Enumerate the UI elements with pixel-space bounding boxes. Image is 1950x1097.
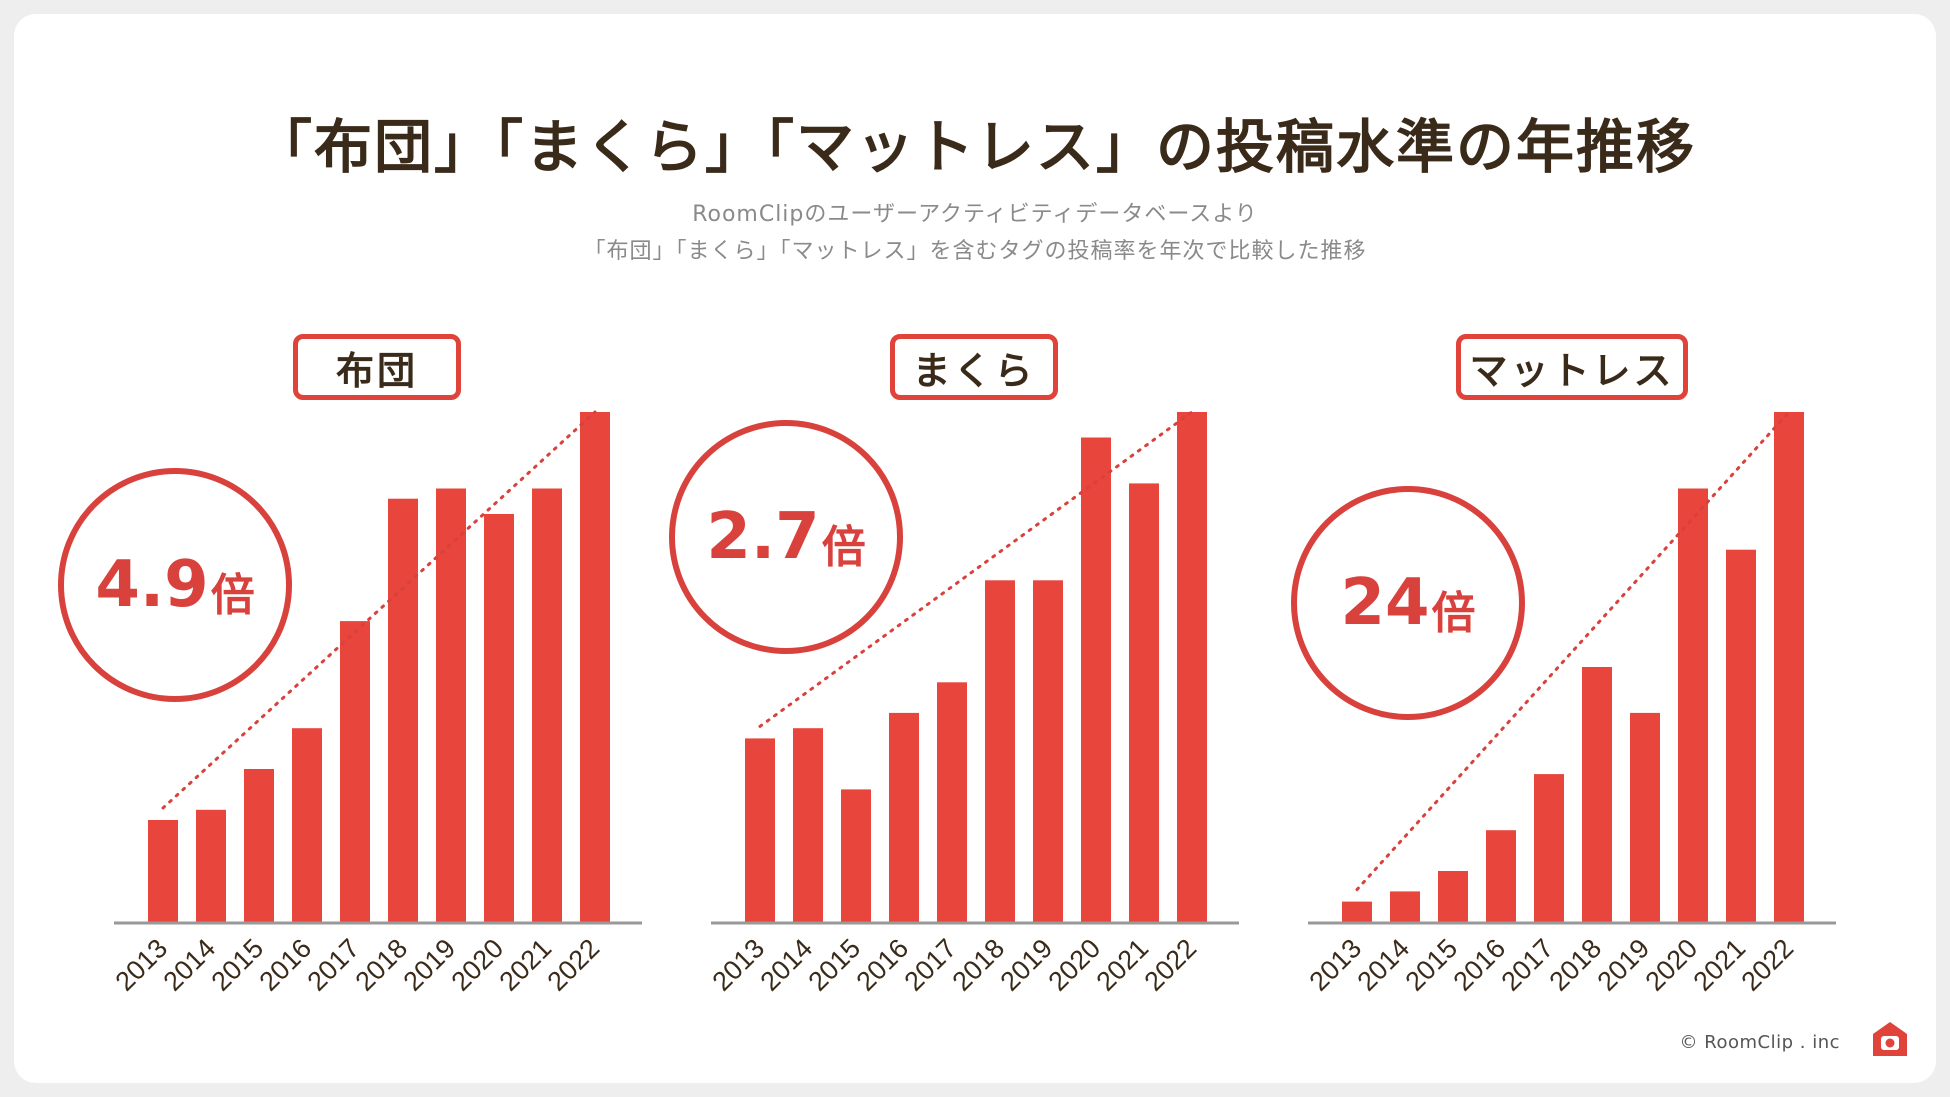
bar-mattress-2018 — [1582, 667, 1612, 922]
tick-label-futon-2022: 2022 — [542, 933, 606, 997]
roomclip-logo-icon — [1873, 1022, 1907, 1056]
tick-label-mattress-2014: 2014 — [1352, 933, 1416, 997]
bar-futon-2013 — [148, 820, 178, 922]
bar-mattress-2019 — [1630, 712, 1660, 922]
bar-mattress-2016 — [1486, 830, 1516, 922]
tick-label-mattress-2013: 2013 — [1304, 933, 1368, 997]
tick-label-futon-2015: 2015 — [206, 933, 270, 997]
bar-futon-2019 — [436, 488, 466, 922]
tick-label-futon-2016: 2016 — [254, 933, 318, 997]
tick-label-makura-2021: 2021 — [1091, 933, 1155, 997]
trend-line-makura — [758, 410, 1194, 728]
tick-label-mattress-2021: 2021 — [1688, 933, 1752, 997]
chart-futon: 2013 2014 2015 2016 2017 2018 2019 2020 2021 2022… — [58, 320, 660, 1020]
bar-makura-2020 — [1081, 437, 1111, 922]
tick-label-futon-2020: 2020 — [446, 933, 510, 997]
bar-makura-2015 — [841, 789, 871, 922]
bar-makura-2022 — [1177, 412, 1207, 922]
bar-mattress-2017 — [1534, 774, 1564, 922]
tick-label-futon-2014: 2014 — [158, 933, 222, 997]
bar-futon-2022 — [580, 412, 610, 922]
tick-label-futon-2013: 2013 — [110, 933, 174, 997]
tick-label-makura-2019: 2019 — [995, 933, 1059, 997]
bar-makura-2013 — [745, 738, 775, 922]
bar-futon-2016 — [292, 728, 322, 922]
tick-label-makura-2016: 2016 — [851, 933, 915, 997]
tick-label-mattress-2015: 2015 — [1400, 933, 1464, 997]
tick-label-makura-2020: 2020 — [1043, 933, 1107, 997]
bar-mattress-2013 — [1342, 901, 1372, 922]
bar-makura-2019 — [1033, 580, 1063, 922]
subtitle-source: RoomClipのユーザーアクティビティデータベースより — [692, 202, 1258, 227]
chart-mattress: 2013 2014 2015 2016 2017 2018 2019 2020 2021 2022… — [1291, 320, 1854, 1020]
trend-line-mattress — [1355, 410, 1791, 892]
bar-makura-2014 — [793, 728, 823, 922]
copyright-text: © RoomClip . inc — [1679, 1032, 1840, 1053]
bar-mattress-2020 — [1678, 488, 1708, 922]
bar-futon-2014 — [196, 809, 226, 922]
tick-label-makura-2014: 2014 — [755, 933, 819, 997]
tick-label-mattress-2022: 2022 — [1736, 933, 1800, 997]
bar-futon-2020 — [484, 514, 514, 922]
slide-card — [14, 14, 1936, 1083]
ratio-unit-futon: 倍 — [210, 570, 255, 621]
tick-label-futon-2019: 2019 — [398, 933, 462, 997]
ratio-value-makura: 2.7 — [706, 500, 820, 574]
chart-label-makura: まくら — [890, 334, 1058, 400]
bar-futon-2015 — [244, 769, 274, 922]
ratio-circle-mattress: 24 倍 — [1291, 486, 1525, 720]
chart-label-mattress: マットレス — [1456, 334, 1688, 400]
tick-label-futon-2018: 2018 — [350, 933, 414, 997]
tick-label-futon-2021: 2021 — [494, 933, 558, 997]
tick-label-makura-2013: 2013 — [707, 933, 771, 997]
bar-futon-2017 — [340, 621, 370, 922]
tick-label-mattress-2016: 2016 — [1448, 933, 1512, 997]
bar-mattress-2022 — [1774, 412, 1804, 922]
ratio-value-futon: 4.9 — [95, 548, 209, 622]
ratio-unit-mattress: 倍 — [1431, 588, 1476, 639]
ratio-value-mattress: 24 — [1340, 566, 1430, 640]
tick-label-makura-2015: 2015 — [803, 933, 867, 997]
tick-label-futon-2017: 2017 — [302, 933, 366, 997]
ratio-unit-makura: 倍 — [821, 522, 866, 573]
bar-mattress-2021 — [1726, 549, 1756, 922]
tick-label-mattress-2018: 2018 — [1544, 933, 1608, 997]
tick-label-mattress-2017: 2017 — [1496, 933, 1560, 997]
tick-label-makura-2018: 2018 — [947, 933, 1011, 997]
bar-futon-2021 — [532, 488, 562, 922]
bar-makura-2018 — [985, 580, 1015, 922]
subtitle-description: 「布団」「まくら」「マットレス」を含むタグの投稿率を年次で比較した推移 — [583, 239, 1367, 264]
ratio-circle-futon: 4.9 倍 — [58, 468, 292, 702]
bar-makura-2016 — [889, 712, 919, 922]
bar-makura-2021 — [1129, 483, 1159, 922]
tick-label-mattress-2020: 2020 — [1640, 933, 1704, 997]
bar-futon-2018 — [388, 498, 418, 922]
tick-label-mattress-2019: 2019 — [1592, 933, 1656, 997]
ratio-circle-makura: 2.7 倍 — [669, 420, 903, 654]
trend-line-futon — [161, 410, 597, 810]
tick-label-makura-2017: 2017 — [899, 933, 963, 997]
bar-makura-2017 — [937, 682, 967, 922]
tick-label-makura-2022: 2022 — [1139, 933, 1203, 997]
chart-label-futon: 布団 — [293, 334, 461, 400]
chart-makura: 2013 2014 2015 2016 2017 2018 2019 2020 2021 2022… — [669, 320, 1257, 1020]
bar-mattress-2014 — [1390, 891, 1420, 922]
page-title: 「布団」「まくら」「マットレス」の投稿水準の年推移 — [253, 113, 1696, 181]
bar-mattress-2015 — [1438, 871, 1468, 922]
